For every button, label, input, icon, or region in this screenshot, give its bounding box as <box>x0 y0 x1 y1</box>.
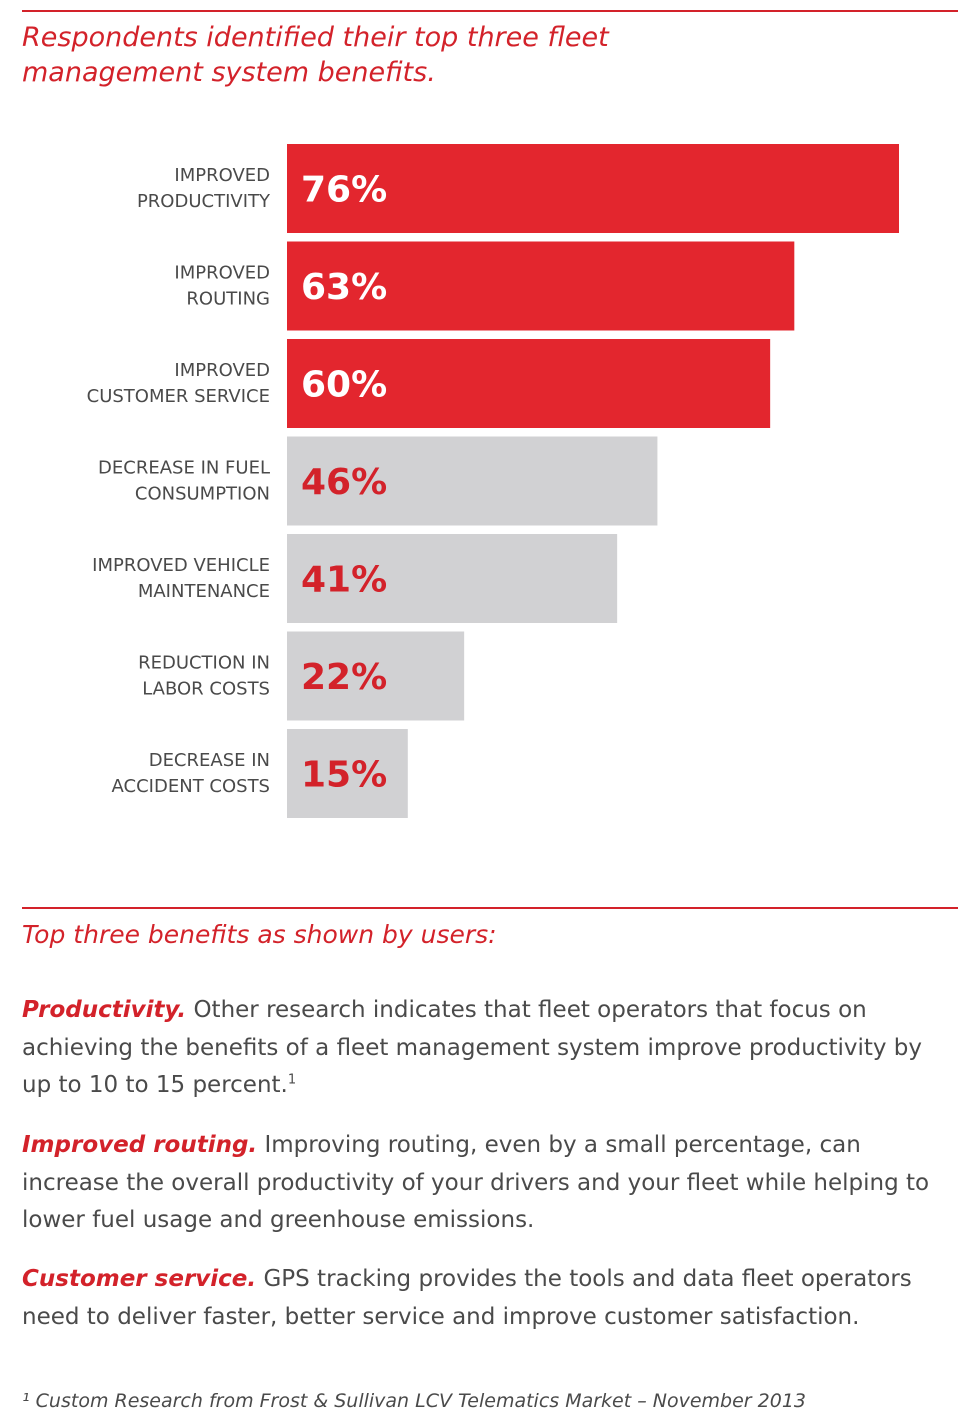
bar-3 <box>287 339 771 428</box>
category-label-5-line-2: MAINTENANCE <box>138 581 270 602</box>
category-label-2-line-2: ROUTING <box>186 289 270 310</box>
category-label-5-line-1: IMPROVED VEHICLE <box>92 555 270 576</box>
value-label-4: 46% <box>301 462 387 503</box>
category-label-4-line-1: DECREASE IN FUEL <box>98 458 270 479</box>
paragraph-lead: Improved routing. <box>22 1132 258 1158</box>
category-label-1-line-2: PRODUCTIVITY <box>137 191 271 212</box>
bar-6 <box>287 631 465 721</box>
category-label-7-line-2: ACCIDENT COSTS <box>112 776 270 797</box>
bar-4 <box>287 436 658 526</box>
paragraph-productivity: Productivity. Other research indicates t… <box>22 992 958 1105</box>
paragraph-customer-service: Customer service. GPS tracking provides … <box>22 1261 958 1336</box>
value-label-6: 22% <box>301 657 387 698</box>
bar-2 <box>287 241 795 331</box>
value-label-3: 60% <box>301 365 387 406</box>
value-label-2: 63% <box>301 267 387 308</box>
value-label-1: 76% <box>301 170 387 211</box>
paragraph-text: GPS tracking provides the tools and data… <box>22 1266 912 1330</box>
paragraph-lead: Productivity. <box>22 997 187 1023</box>
section-rule <box>22 907 958 909</box>
value-label-7: 15% <box>301 755 387 796</box>
category-label-6-line-2: LABOR COSTS <box>142 679 270 700</box>
footnote-marker: 1 <box>287 1072 297 1088</box>
paragraph-text: Other research indicates that fleet oper… <box>22 997 923 1098</box>
paragraph-routing: Improved routing. Improving routing, eve… <box>22 1127 958 1240</box>
section-title: Top three benefits as shown by users: <box>22 920 497 949</box>
bar-1 <box>287 144 899 233</box>
paragraph-lead: Customer service. <box>22 1266 257 1292</box>
value-label-5: 41% <box>301 560 387 601</box>
category-label-4-line-2: CONSUMPTION <box>135 484 270 505</box>
footnote: ¹ Custom Research from Frost & Sullivan … <box>22 1390 807 1412</box>
paragraph-text: Improving routing, even by a small perce… <box>22 1132 930 1233</box>
category-label-2-line-1: IMPROVED <box>174 263 270 284</box>
category-label-6-line-1: REDUCTION IN <box>138 653 270 674</box>
category-label-7-line-1: DECREASE IN <box>149 750 270 771</box>
benefits-bar-chart: 76% IMPROVED PRODUCTIVITY 63% IMPROVED ROUTIN… <box>87 144 899 818</box>
bar-7 <box>287 729 408 818</box>
bar-5 <box>287 534 618 623</box>
top-rule <box>22 10 958 12</box>
chart-headline: Respondents identified their top three f… <box>22 22 609 88</box>
category-label-3-line-1: IMPROVED <box>174 360 270 381</box>
category-label-3-line-2: CUSTOMER SERVICE <box>87 386 270 407</box>
category-label-1-line-1: IMPROVED <box>174 165 270 186</box>
